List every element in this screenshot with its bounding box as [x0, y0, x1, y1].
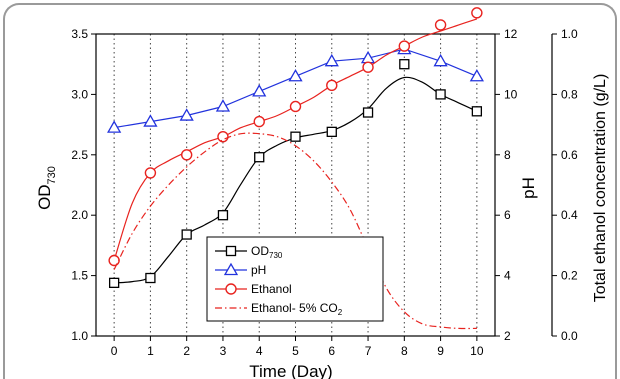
y-left-tick-label: 3.5 — [71, 27, 88, 41]
x-tick-label: 2 — [183, 344, 190, 358]
y-axis-label-mid: pH — [519, 177, 538, 199]
series-3 — [113, 132, 477, 330]
data-point — [435, 89, 446, 100]
x-tick-label: 9 — [437, 344, 444, 358]
data-point — [179, 108, 194, 121]
x-tick-label: 6 — [328, 344, 335, 358]
y-right-tick-label: 0.0 — [561, 329, 578, 343]
data-point — [145, 272, 156, 284]
data-point — [399, 59, 410, 70]
legend-label-text: pH — [251, 263, 266, 277]
y-mid-tick-label: 12 — [504, 27, 518, 41]
data-point — [217, 210, 229, 221]
series-0 — [108, 59, 483, 288]
x-tick-label: 3 — [220, 344, 227, 358]
legend-label-subscript: 730 — [269, 251, 283, 260]
data-point — [398, 40, 411, 52]
y-mid-tick-label: 6 — [504, 208, 511, 222]
data-point — [326, 126, 337, 137]
data-point — [180, 149, 193, 161]
legend-label: Ethanol — [251, 282, 292, 296]
y-right-tick-label: 0.2 — [561, 269, 578, 283]
y-mid-tick-label: 4 — [504, 269, 511, 283]
x-tick-label: 8 — [401, 344, 408, 358]
data-point — [434, 19, 447, 31]
data-point — [362, 107, 374, 118]
data-point — [108, 254, 120, 267]
series-layer — [107, 7, 484, 330]
data-point — [324, 53, 339, 67]
data-point — [471, 106, 483, 117]
legend-marker — [225, 245, 237, 257]
y-left-tick-label: 1.5 — [71, 269, 88, 283]
legend-label: OD730 — [251, 244, 283, 260]
x-axis-label: Time (Day) — [249, 362, 332, 379]
y-left-tick-label: 2.0 — [71, 208, 88, 222]
x-tick-label: 4 — [256, 344, 263, 358]
data-point — [288, 68, 303, 82]
data-point — [215, 99, 231, 112]
x-tick-label: 10 — [470, 344, 484, 358]
legend-marker — [223, 262, 239, 276]
data-point — [143, 114, 158, 127]
x-tick-label: 1 — [147, 344, 154, 358]
legend-label-text: Ethanol — [251, 282, 292, 296]
y-right-tick-label: 1.0 — [561, 27, 578, 41]
y-mid-tick-label: 8 — [504, 148, 511, 162]
y-mid-tick-label: 10 — [504, 87, 518, 101]
legend-marker — [225, 283, 237, 295]
data-point — [289, 100, 302, 113]
series-2 — [108, 7, 483, 267]
data-point — [253, 115, 265, 128]
legend-label-subscript: 2 — [338, 308, 343, 317]
x-tick-label: 7 — [365, 344, 372, 358]
data-point — [217, 130, 229, 143]
data-point — [254, 152, 265, 163]
data-point — [326, 79, 338, 92]
y-axis-label-left: OD730 — [35, 166, 58, 210]
axes: 0 1 2 3 4 5 6 7 8 9 101.01.52.02.53.03.5246810120.… — [71, 27, 578, 358]
legend-label: Ethanol- 5% CO2 — [251, 301, 343, 317]
x-tick-label: 5 — [292, 344, 299, 358]
legend-label-text: OD — [251, 244, 269, 258]
series-line — [113, 132, 477, 330]
data-point — [290, 131, 301, 142]
data-point — [362, 61, 374, 73]
y-right-tick-label: 0.8 — [561, 87, 578, 101]
y-right-tick-label: 0.6 — [561, 148, 578, 162]
y-mid-tick-label: 2 — [504, 329, 511, 343]
y-axis-label-right: Total ethanol concentration (g/L) — [592, 74, 609, 303]
data-point — [181, 229, 192, 240]
data-point — [144, 167, 157, 179]
legend-label-text: Ethanol- 5% CO — [251, 301, 338, 315]
y-right-tick-label: 0.4 — [561, 208, 578, 222]
data-point — [433, 53, 448, 67]
data-point — [252, 84, 267, 97]
data-point — [471, 7, 483, 19]
data-point — [107, 120, 122, 133]
y-left-tick-label: 2.5 — [71, 148, 88, 162]
legend-label: pH — [251, 263, 266, 277]
y-left-tick-label: 3.0 — [71, 87, 88, 101]
series-1 — [107, 41, 484, 133]
data-point — [108, 277, 120, 288]
data-point — [469, 68, 484, 82]
x-tick-label: 0 — [111, 344, 118, 358]
y-left-tick-label: 1.0 — [71, 329, 88, 343]
